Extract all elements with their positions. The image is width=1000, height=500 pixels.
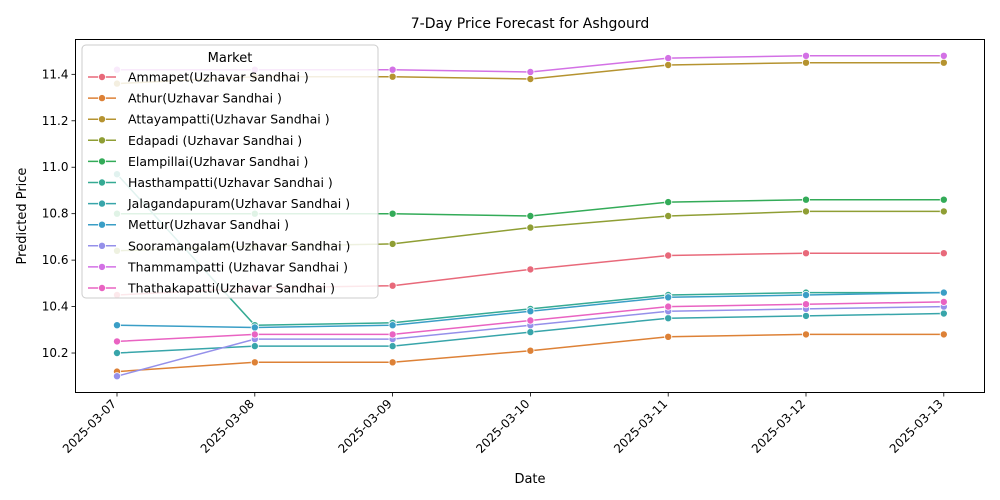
data-point bbox=[526, 75, 535, 84]
legend-swatch-marker bbox=[98, 220, 107, 229]
legend-entry-label: Thammampatti (Uzhavar Sandhai ) bbox=[127, 259, 348, 274]
x-tick-label: 2025-03-12 bbox=[749, 397, 808, 456]
data-point bbox=[526, 316, 535, 325]
legend-box bbox=[81, 44, 379, 299]
y-tick-label: 10.8 bbox=[42, 207, 69, 221]
data-point bbox=[664, 293, 673, 302]
data-point bbox=[802, 290, 811, 299]
data-point bbox=[526, 223, 535, 232]
legend-title: Market bbox=[208, 51, 253, 66]
y-tick-label: 11.2 bbox=[42, 114, 69, 128]
legend-swatch-marker bbox=[98, 199, 107, 208]
y-tick-label: 11.0 bbox=[42, 160, 69, 174]
data-point bbox=[388, 72, 397, 81]
legend-entry-label: Attayampatti(Uzhavar Sandhai ) bbox=[128, 112, 330, 127]
legend-entry-label: Athur(Uzhavar Sandhai ) bbox=[128, 91, 282, 106]
data-point bbox=[939, 207, 948, 216]
data-point bbox=[802, 311, 811, 320]
data-point bbox=[388, 321, 397, 330]
y-tick-label: 11.4 bbox=[42, 67, 69, 81]
data-point bbox=[664, 198, 673, 207]
data-point bbox=[526, 307, 535, 316]
x-tick-label: 2025-03-07 bbox=[60, 397, 119, 456]
data-point bbox=[664, 314, 673, 323]
x-axis: 2025-03-07 2025-03-08 2025-03-09 2025-03-10… bbox=[60, 392, 946, 456]
data-point bbox=[664, 251, 673, 260]
data-point bbox=[802, 195, 811, 204]
y-tick-label: 10.2 bbox=[42, 346, 69, 360]
chart-title: 7-Day Price Forecast for Ashgourd bbox=[411, 16, 650, 32]
x-tick-label: 2025-03-10 bbox=[473, 397, 532, 456]
legend-swatch-marker bbox=[98, 283, 107, 292]
data-point bbox=[664, 211, 673, 220]
x-tick-label: 2025-03-08 bbox=[198, 397, 257, 456]
data-point bbox=[388, 65, 397, 74]
legend-entry-label: Hasthampatti(Uzhavar Sandhai ) bbox=[128, 175, 333, 190]
data-point bbox=[664, 332, 673, 341]
data-point bbox=[802, 207, 811, 216]
data-point bbox=[113, 348, 122, 357]
legend-swatch-marker bbox=[98, 241, 107, 250]
legend-entry-label: Edapadi (Uzhavar Sandhai ) bbox=[128, 133, 302, 148]
y-axis-label: Predicted Price bbox=[15, 168, 30, 265]
legend-entry-label: Ammapet(Uzhavar Sandhai ) bbox=[128, 70, 309, 85]
data-point bbox=[388, 209, 397, 218]
data-point bbox=[388, 281, 397, 290]
legend-entry-label: Jalagandapuram(Uzhavar Sandhai ) bbox=[127, 196, 350, 211]
data-point bbox=[802, 51, 811, 60]
data-point bbox=[664, 61, 673, 70]
legend-swatch-marker bbox=[98, 73, 107, 82]
data-point bbox=[802, 300, 811, 309]
data-point bbox=[939, 195, 948, 204]
data-point bbox=[939, 297, 948, 306]
legend-swatch-marker bbox=[98, 178, 107, 187]
data-point bbox=[250, 342, 259, 351]
data-point bbox=[388, 358, 397, 367]
legend-swatch-marker bbox=[98, 115, 107, 124]
legend-swatch-marker bbox=[98, 94, 107, 103]
data-point bbox=[250, 330, 259, 339]
data-point bbox=[939, 330, 948, 339]
y-tick-label: 10.4 bbox=[42, 300, 69, 314]
data-point bbox=[939, 58, 948, 67]
legend-swatch-marker bbox=[98, 136, 107, 145]
y-axis: 10.2 10.4 10.6 10.8 11.0 11.2 11.4 bbox=[42, 67, 76, 360]
data-point bbox=[939, 51, 948, 60]
legend-entry-label: Mettur(Uzhavar Sandhai ) bbox=[128, 217, 289, 232]
data-point bbox=[939, 249, 948, 258]
x-tick-label: 2025-03-13 bbox=[887, 397, 946, 456]
legend-swatch-marker bbox=[98, 157, 107, 166]
legend: Market Ammapet(Uzhavar Sandhai ) Athur(Uz… bbox=[81, 44, 379, 299]
data-point bbox=[802, 330, 811, 339]
data-point bbox=[802, 249, 811, 258]
data-point bbox=[526, 265, 535, 274]
x-axis-label: Date bbox=[514, 472, 545, 487]
data-point bbox=[113, 321, 122, 330]
data-point bbox=[526, 68, 535, 77]
data-point bbox=[664, 54, 673, 63]
data-point bbox=[388, 330, 397, 339]
data-point bbox=[939, 288, 948, 297]
legend-entry-label: Sooramangalam(Uzhavar Sandhai ) bbox=[128, 238, 350, 253]
legend-swatch-marker bbox=[98, 262, 107, 271]
data-point bbox=[113, 337, 122, 346]
x-tick-label: 2025-03-09 bbox=[336, 397, 395, 456]
data-point bbox=[526, 346, 535, 355]
data-point bbox=[250, 358, 259, 367]
data-point bbox=[526, 328, 535, 337]
x-tick-label: 2025-03-11 bbox=[611, 397, 670, 456]
data-point bbox=[802, 58, 811, 67]
data-point bbox=[388, 342, 397, 351]
data-point bbox=[526, 211, 535, 220]
data-point bbox=[388, 239, 397, 248]
data-point bbox=[664, 302, 673, 311]
y-tick-label: 10.6 bbox=[42, 253, 69, 267]
data-point bbox=[939, 309, 948, 318]
data-point bbox=[250, 323, 259, 332]
legend-entry-label: Elampillai(Uzhavar Sandhai ) bbox=[128, 154, 308, 169]
legend-entry-label: Thathakapatti(Uzhavar Sandhai ) bbox=[127, 281, 335, 296]
data-point bbox=[113, 372, 122, 381]
